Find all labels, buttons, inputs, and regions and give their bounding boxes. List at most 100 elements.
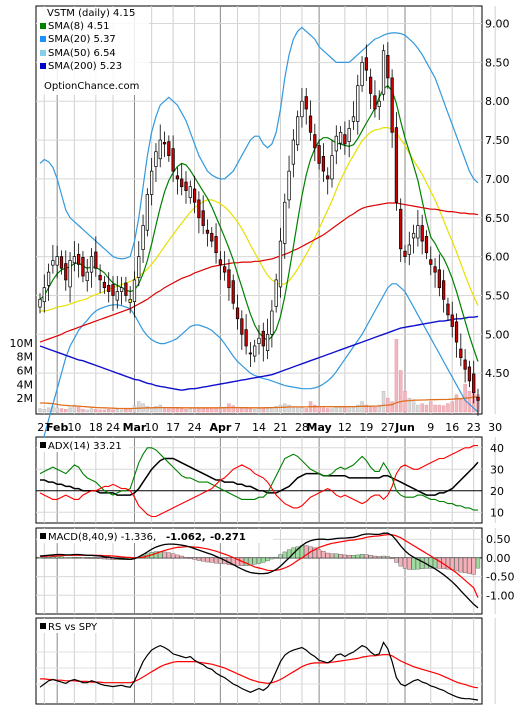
candle-body — [467, 366, 472, 382]
x-tick-label: 10 — [67, 421, 81, 434]
volume-bar — [124, 408, 128, 413]
macd-histogram-bar — [398, 557, 403, 567]
candle-body — [287, 170, 291, 201]
macd-histogram-bar — [166, 552, 171, 559]
candle-body — [274, 279, 278, 307]
volume-bar — [411, 401, 416, 413]
macd-histogram-bar — [364, 554, 369, 559]
macd-histogram-bar — [334, 553, 339, 559]
volume-tick-label: 2M — [17, 392, 34, 405]
candle-body — [343, 134, 347, 145]
candle-body — [308, 115, 313, 133]
legend-swatch-sma20 — [40, 36, 46, 42]
candle-body — [424, 236, 429, 254]
candle-body — [38, 298, 42, 308]
macd-histogram-bar — [213, 557, 219, 564]
volume-bar — [55, 407, 59, 413]
volume-bar — [205, 408, 210, 413]
candle-body — [167, 141, 171, 156]
macd-legend-swatch — [40, 533, 46, 539]
macd-tick-label: -1.00 — [486, 589, 514, 602]
candlesticks — [38, 42, 480, 416]
candle-body — [98, 274, 102, 281]
macd-histogram-bar — [76, 556, 81, 559]
macd-histogram-bar — [42, 556, 47, 559]
macd-histogram-bar — [411, 557, 416, 570]
volume-bar — [313, 404, 317, 413]
macd-histogram-bar — [63, 557, 68, 559]
legend-swatch-sma8 — [40, 23, 46, 29]
candle-body — [184, 181, 188, 191]
adx-label: ADX(14) 33.21 — [48, 441, 122, 452]
x-tick-label: Jun — [394, 421, 415, 434]
rs-average-line — [40, 653, 479, 689]
macd-histogram-bar — [67, 557, 73, 559]
candle-body — [85, 271, 89, 282]
candle-body — [463, 359, 467, 370]
macd-tick-label: -0.50 — [486, 571, 514, 584]
price-tick-label: 5.00 — [485, 328, 510, 341]
volume-bar — [252, 408, 257, 413]
volume-bar — [446, 403, 450, 413]
volume-bar — [244, 408, 248, 413]
macd-legend: MACD(8,40,9) -1.336, -1.062, -0.271 — [37, 529, 273, 543]
macd-histogram-bar — [269, 557, 274, 560]
candle-body — [55, 256, 59, 266]
macd-histogram-bar — [377, 556, 382, 559]
candle-body — [77, 253, 81, 265]
volume-bar — [64, 408, 68, 413]
x-tick-label: May — [307, 421, 332, 434]
macd-histogram-bar — [85, 557, 90, 559]
volume-bar — [467, 390, 472, 413]
legend-sma50: SMA(50) 6.54 — [48, 48, 116, 59]
macd-histogram-bar — [106, 557, 111, 560]
candle-body — [128, 298, 132, 303]
volume-bar — [38, 408, 42, 413]
volume-tick-label: 8M — [17, 351, 34, 364]
x-tick-label: 17 — [166, 421, 180, 434]
candle-body — [235, 307, 240, 320]
macd-histogram-bar — [471, 557, 476, 575]
candle-body — [201, 210, 205, 226]
macd-histogram-bar — [175, 554, 180, 559]
volume-bar — [325, 408, 330, 413]
candle-body — [265, 333, 270, 351]
volume-bar — [265, 408, 270, 413]
candle-body — [227, 269, 231, 289]
macd-histogram-bar — [390, 557, 395, 559]
macd-histogram-bar — [437, 557, 442, 569]
rs-legend-bg — [37, 619, 103, 633]
volume-bar — [270, 408, 274, 413]
candle-body — [261, 330, 265, 347]
candle-body — [459, 348, 463, 358]
candle-body — [89, 256, 94, 273]
candle-body — [81, 257, 85, 277]
adx-series-1 — [39, 447, 478, 511]
macd-histogram-bar — [188, 557, 193, 559]
candle-body — [197, 199, 201, 219]
macd-histogram-bar — [201, 557, 206, 562]
candle-body — [162, 142, 167, 145]
macd-histogram-bar — [209, 557, 214, 563]
candle-body — [381, 50, 386, 95]
candle-body — [171, 148, 175, 172]
candle-body — [476, 396, 480, 401]
sma200-line — [39, 315, 479, 391]
macd-histogram-bar — [312, 547, 317, 559]
candle-body — [399, 208, 403, 250]
volume-bar — [98, 409, 102, 413]
candle-body — [240, 318, 244, 335]
candle-body — [433, 266, 437, 273]
candle-body — [278, 240, 283, 288]
macd-histogram-bar — [93, 557, 98, 559]
macd-histogram-bar — [420, 557, 425, 569]
candle-body — [437, 269, 441, 289]
candle-body — [300, 100, 304, 118]
macd-histogram-bar — [329, 553, 335, 559]
candle-body — [356, 85, 360, 122]
volume-bar — [59, 408, 64, 413]
volume-bar — [433, 404, 437, 413]
candle-body — [94, 251, 98, 269]
adx-lines — [39, 445, 479, 518]
volume-bar — [304, 408, 308, 413]
